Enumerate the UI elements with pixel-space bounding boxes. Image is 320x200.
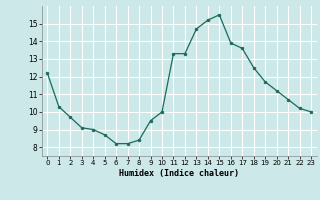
X-axis label: Humidex (Indice chaleur): Humidex (Indice chaleur) [119,169,239,178]
